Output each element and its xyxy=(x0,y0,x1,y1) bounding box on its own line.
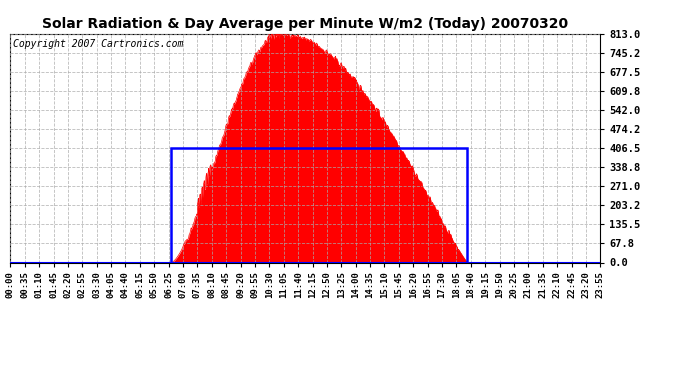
Title: Solar Radiation & Day Average per Minute W/m2 (Today) 20070320: Solar Radiation & Day Average per Minute… xyxy=(42,17,569,31)
Text: Copyright 2007 Cartronics.com: Copyright 2007 Cartronics.com xyxy=(13,39,184,50)
Bar xyxy=(172,148,467,262)
